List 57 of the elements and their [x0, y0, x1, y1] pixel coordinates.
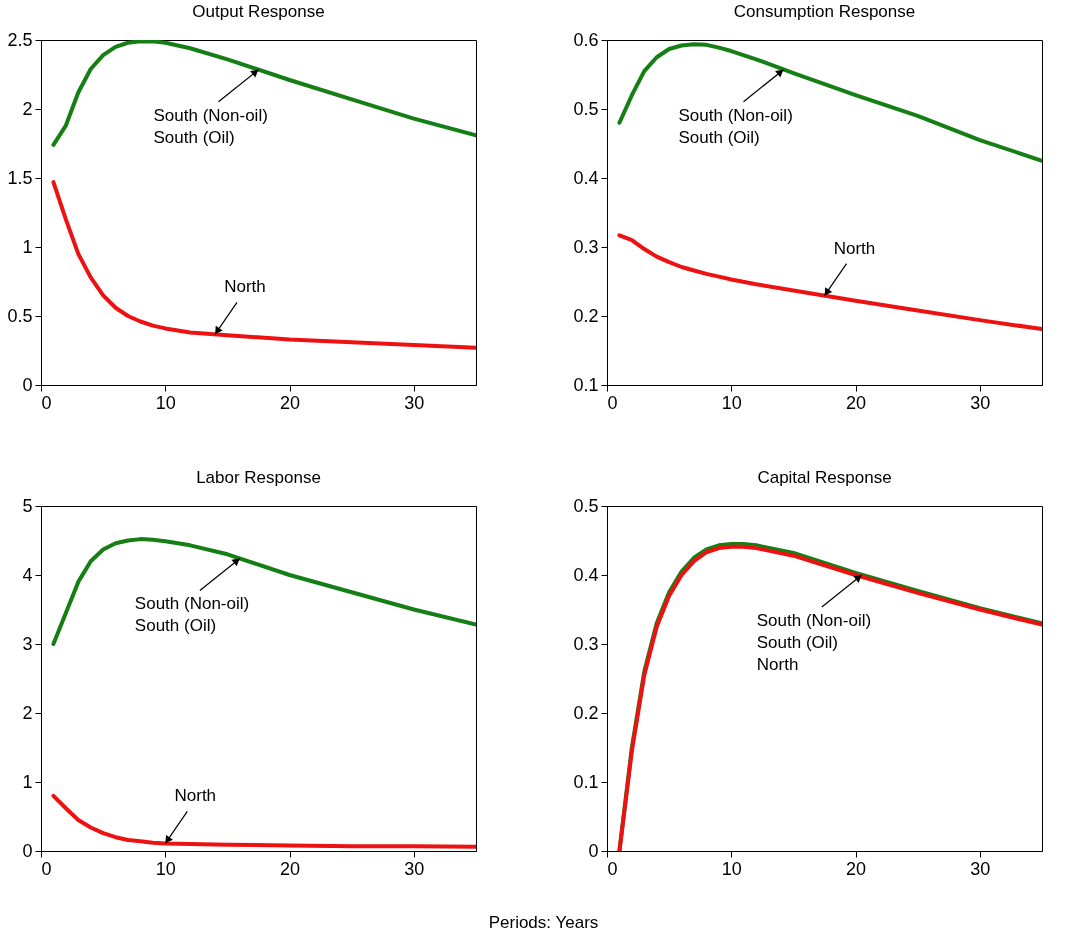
- y-tick-label: 0.3: [573, 236, 599, 257]
- y-tick-label: 5: [22, 495, 33, 516]
- x-tick-label: 30: [970, 858, 991, 879]
- y-tick-label: 0: [588, 840, 599, 861]
- y-tick-label: 2: [22, 98, 33, 119]
- annotation: North: [224, 277, 266, 297]
- x-tick-label: 10: [155, 392, 176, 413]
- y-tick-label: 0.2: [573, 702, 599, 723]
- x-tick-label: 20: [280, 392, 301, 413]
- x-tick-label: 10: [721, 858, 742, 879]
- y-tick-label: 0.1: [573, 771, 599, 792]
- x-tick-label: 30: [970, 392, 991, 413]
- line-series: [51, 537, 476, 646]
- chart-title: Capital Response: [757, 468, 892, 487]
- y-tick-label: 1.5: [7, 167, 33, 188]
- line-series: [51, 40, 476, 147]
- annotation: South (Non-oil) South (Oil): [134, 594, 250, 636]
- y-tick-label: 0: [22, 374, 33, 395]
- line-series: [617, 233, 1042, 332]
- line-series: [617, 42, 1042, 163]
- text: Periods: Years: [488, 913, 599, 932]
- y-tick-label: 0.1: [573, 374, 599, 395]
- y-tick-label: 0: [22, 840, 33, 861]
- x-tick-label: 0: [607, 392, 618, 413]
- y-tick-label: 0.5: [573, 98, 599, 119]
- y-tick-label: 0.4: [573, 167, 599, 188]
- y-tick-label: 0.2: [573, 305, 599, 326]
- x-tick-label: 10: [155, 858, 176, 879]
- annotation: North: [833, 238, 876, 258]
- x-tick-label: 0: [607, 858, 618, 879]
- y-tick-label: 0.5: [573, 495, 599, 516]
- x-tick-label: 30: [404, 392, 425, 413]
- x-tick-label: 0: [41, 858, 52, 879]
- chart-title: Output Response: [192, 2, 325, 21]
- y-tick-label: 0.4: [573, 564, 599, 585]
- annotation: North: [174, 786, 217, 806]
- y-tick-label: 0.3: [573, 633, 599, 654]
- y-tick-label: 2: [22, 702, 33, 723]
- x-tick-label: 30: [404, 858, 425, 879]
- x-tick-label: 10: [721, 392, 742, 413]
- y-tick-label: 1: [22, 236, 33, 257]
- y-tick-label: 2.5: [7, 29, 33, 50]
- annotation: South (Non-oil) South (Oil): [153, 105, 268, 147]
- chart-title: Labor Response: [196, 468, 321, 487]
- x-tick-label: 20: [280, 858, 301, 879]
- y-tick-label: 3: [22, 633, 33, 654]
- line-series: [51, 180, 476, 350]
- x-tick-label: 0: [41, 392, 52, 413]
- y-tick-label: 0.5: [7, 305, 33, 326]
- y-tick-label: 1: [22, 771, 33, 792]
- y-tick-label: 4: [22, 564, 33, 585]
- chart-title: Consumption Response: [733, 2, 916, 21]
- annotation: South (Non-oil) South (Oil) North: [756, 611, 872, 674]
- y-tick-label: 0.6: [573, 29, 599, 50]
- annotation: South (Non-oil) South (Oil): [678, 105, 793, 147]
- x-tick-label: 20: [846, 858, 867, 879]
- x-tick-label: 20: [846, 392, 867, 413]
